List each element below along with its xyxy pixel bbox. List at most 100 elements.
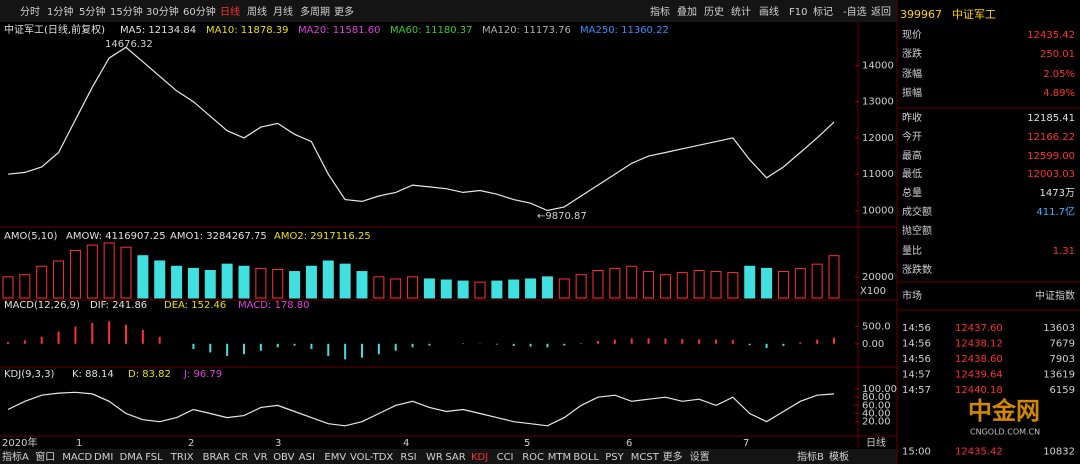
- indicator-tab[interactable]: FSL: [145, 452, 163, 463]
- tab[interactable]: 多周期: [300, 5, 330, 18]
- legend: MA120: 11173.76: [482, 25, 571, 36]
- quote-value: 250.01: [1040, 49, 1075, 60]
- volume-bar: [53, 260, 65, 299]
- toolbar-button[interactable]: 历史: [704, 6, 724, 18]
- indicator-tab[interactable]: VR: [254, 452, 268, 463]
- quote-label: 最高: [902, 149, 922, 162]
- indicator-tab[interactable]: 更多: [663, 450, 683, 463]
- trade-volume: 13603: [1043, 323, 1075, 334]
- volume-bar: [407, 276, 419, 299]
- indicator-tab[interactable]: 窗口: [35, 450, 55, 463]
- quote-label: 最低: [902, 167, 922, 180]
- indicator-tab[interactable]: WR: [426, 452, 443, 463]
- toolbar-button[interactable]: F10: [789, 7, 807, 18]
- volume-bar: [541, 276, 553, 299]
- watermark: 中金网: [968, 397, 1040, 425]
- volume-bar: [575, 274, 587, 299]
- volume-bar: [423, 278, 435, 299]
- indicator-tab[interactable]: BOLL: [573, 452, 599, 463]
- indicator-tab[interactable]: OBV: [273, 452, 294, 463]
- toolbar-button[interactable]: 标记: [813, 6, 833, 18]
- x-label: 2020年: [2, 436, 37, 449]
- y-tick-label: 100.00: [862, 384, 897, 395]
- legend: AMO(5,10): [4, 231, 58, 242]
- watermark: CNGOLD.COM.CN: [970, 428, 1040, 437]
- template-button[interactable]: 模板: [829, 450, 849, 463]
- volume-bar: [289, 271, 301, 299]
- indicator-tab[interactable]: CCI: [497, 452, 514, 463]
- unit-label: X100: [860, 286, 886, 297]
- indicator-tab[interactable]: DMI: [94, 452, 113, 463]
- legend: AMOW: 4116907.25: [66, 231, 166, 242]
- indicator-tab[interactable]: PSY: [605, 452, 624, 463]
- volume-bar: [474, 281, 486, 299]
- tab[interactable]: 周线: [247, 5, 267, 18]
- template-button[interactable]: 指标B: [797, 450, 824, 463]
- toolbar-button[interactable]: 叠加: [677, 6, 697, 18]
- volume-bar: [339, 263, 351, 299]
- volume-bar: [187, 267, 199, 299]
- indicator-tab[interactable]: BRAR: [203, 452, 230, 463]
- indicator-tab[interactable]: RSI: [400, 452, 416, 463]
- toolbar-button[interactable]: 返回: [871, 6, 891, 18]
- indicator-tab[interactable]: DMA: [120, 452, 143, 463]
- indicator-tab[interactable]: SAR: [445, 452, 465, 463]
- tab[interactable]: 60分钟: [183, 5, 216, 18]
- quote-value: 12185.41: [1027, 113, 1075, 124]
- indicator-tab[interactable]: CR: [234, 452, 248, 463]
- toolbar-button[interactable]: 画线: [759, 5, 779, 18]
- legend: MA250: 11360.22: [580, 25, 669, 36]
- quote-label: 量比: [902, 245, 922, 257]
- toolbar-button[interactable]: -自选: [843, 5, 867, 18]
- trade-time: 14:57: [902, 385, 931, 396]
- indicator-tab[interactable]: MCST: [631, 452, 660, 463]
- tab[interactable]: 月线: [273, 5, 293, 18]
- indicator-tab[interactable]: TRIX: [170, 452, 194, 463]
- quote-label: 今开: [902, 130, 922, 143]
- tab[interactable]: 日线: [220, 5, 240, 18]
- trade-price: 12439.64: [955, 370, 1003, 381]
- volume-bar: [238, 265, 250, 299]
- volume-bar: [86, 244, 98, 299]
- indicator-tab[interactable]: ROC: [522, 452, 544, 463]
- y-tick-label: 40.00: [862, 409, 891, 420]
- bottom-bar: [0, 449, 897, 464]
- volume-bar: [794, 267, 806, 299]
- trade-volume: 7903: [1050, 354, 1075, 365]
- volume-bar: [2, 276, 14, 299]
- indicator-tab[interactable]: 设置: [690, 451, 710, 463]
- quote-value: 1.31: [1053, 246, 1075, 257]
- toolbar-button[interactable]: 统计: [731, 5, 751, 18]
- tab[interactable]: 更多: [334, 5, 354, 18]
- trade-volume: 7679: [1050, 339, 1075, 350]
- toolbar-button[interactable]: 指标: [650, 5, 670, 18]
- trade-time: 15:00: [902, 447, 931, 458]
- tab[interactable]: 15分钟: [110, 5, 143, 18]
- quote-value: 4.89%: [1043, 88, 1075, 99]
- legend: MA5: 12134.84: [120, 25, 196, 36]
- trade-price: 12437.60: [955, 323, 1003, 334]
- indicator-tab[interactable]: EMV: [324, 452, 346, 463]
- tab[interactable]: 5分钟: [79, 5, 105, 18]
- indicator-tab[interactable]: MTM: [548, 452, 571, 463]
- indicator-tab[interactable]: 指标A: [2, 450, 29, 463]
- indicator-tab[interactable]: MACD: [62, 452, 92, 463]
- tab[interactable]: 分时: [20, 6, 40, 18]
- y-tick-label: 0.00: [862, 339, 884, 350]
- indicator-tab[interactable]: ASI: [299, 452, 315, 463]
- tab[interactable]: 1分钟: [47, 5, 73, 18]
- y-tick-label: 60.00: [862, 400, 891, 411]
- x-label: 4: [403, 438, 409, 449]
- code: 399967: [900, 8, 942, 21]
- volume-bar: [137, 255, 149, 299]
- quote-label: 振幅: [902, 86, 922, 99]
- quote-label: 涨跌: [902, 47, 922, 60]
- volume-bar: [255, 267, 267, 299]
- trade-volume: 6159: [1050, 385, 1075, 396]
- indicator-tab[interactable]: VOL-TDX: [350, 452, 393, 463]
- volume-bar: [811, 263, 823, 299]
- low-label: ←9870.87: [537, 211, 587, 222]
- quote-label: 昨收: [902, 111, 922, 124]
- tab[interactable]: 30分钟: [146, 5, 179, 18]
- indicator-tab[interactable]: KDJ: [471, 452, 488, 463]
